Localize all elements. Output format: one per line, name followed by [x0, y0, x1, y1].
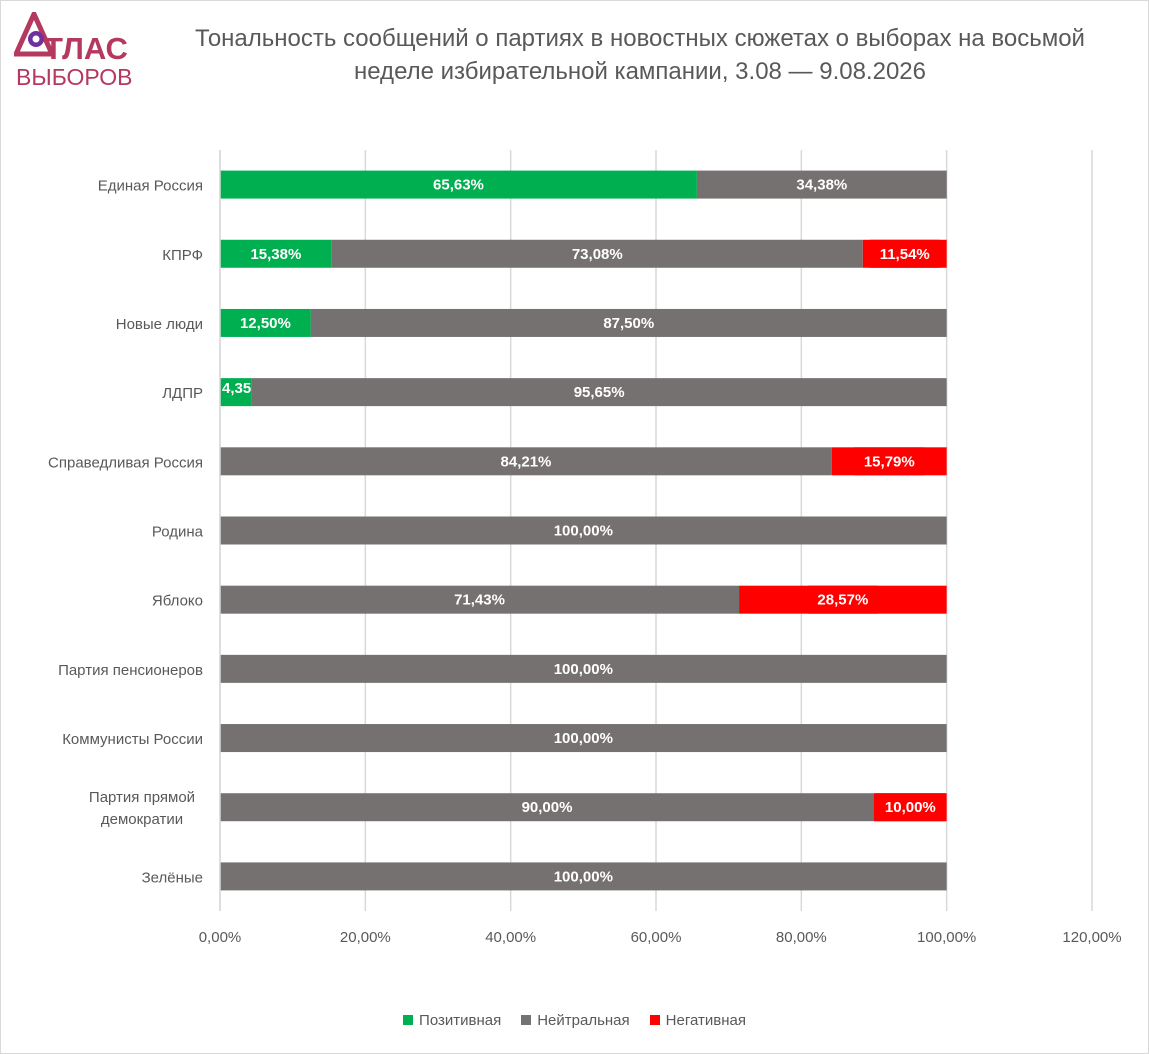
data-label: 34,38% — [796, 177, 847, 194]
data-label-box — [869, 239, 940, 268]
bar-segment — [220, 585, 740, 614]
x-tick-label: 20,00% — [340, 929, 391, 946]
legend-item: Позитивная — [403, 1012, 501, 1029]
x-tick-label: 40,00% — [485, 929, 536, 946]
category-label: Родина — [152, 524, 204, 541]
bar-segment — [220, 862, 947, 891]
bar-segment — [220, 308, 311, 337]
legend-swatch — [649, 1015, 660, 1025]
bar-segment — [331, 239, 863, 268]
data-label: 73,08% — [572, 246, 623, 263]
data-label: 84,21% — [501, 453, 552, 470]
legend-label: Негативная — [665, 1012, 746, 1029]
chart-title: Тональность сообщений о партиях в новост… — [195, 25, 1085, 85]
category-label: Единая Россия — [98, 178, 203, 195]
x-tick-label: 100,00% — [917, 929, 976, 946]
chart-legend: Позитивная Нейтральная Негативная — [0, 1012, 1149, 1029]
legend-swatch — [403, 1015, 414, 1025]
data-label: 100,00% — [554, 868, 613, 885]
data-label: 10,00% — [885, 799, 936, 816]
data-label-box — [807, 585, 878, 614]
atlas-logo: ТЛАС ВЫБОРОВ — [14, 12, 144, 92]
x-tick-label: 60,00% — [631, 929, 682, 946]
logo-line1: ТЛАС — [44, 31, 128, 66]
bar-segment — [220, 724, 947, 753]
data-label: 15,79% — [864, 453, 915, 470]
bar-segment — [310, 308, 947, 337]
legend-item: Негативная — [649, 1012, 746, 1029]
bar-segment — [220, 239, 332, 268]
category-label: демократии — [101, 811, 183, 828]
data-label: 100,00% — [554, 523, 613, 540]
data-label: 100,00% — [554, 661, 613, 678]
x-tick-label: 0,00% — [199, 929, 242, 946]
category-label: Яблоко — [152, 593, 203, 610]
category-label: КПРФ — [162, 247, 203, 264]
data-label: 15,38% — [250, 246, 301, 263]
bar-segment — [220, 447, 832, 476]
bar-segment — [220, 654, 947, 683]
bar-segment — [220, 516, 947, 545]
x-tick-label: 120,00% — [1062, 929, 1121, 946]
category-label: Новые люди — [116, 316, 203, 333]
data-label: 11,54% — [880, 246, 930, 263]
bar-chart: 0,00% 20,00% 40,00% 60,00% 80,00% 100,00% 120,… — [48, 150, 1122, 946]
data-label: 12,50% — [240, 315, 291, 332]
logo-line2: ВЫБОРОВ — [16, 64, 133, 90]
data-label: 90,00% — [522, 799, 573, 816]
data-label: 100,00% — [554, 730, 613, 747]
bar-segment — [220, 378, 252, 407]
bar-segment — [220, 170, 697, 199]
data-label: 87,50% — [603, 315, 654, 332]
data-label: 71,43% — [454, 592, 505, 609]
legend-label: Нейтральная — [537, 1012, 630, 1029]
data-label: 28,57% — [817, 592, 868, 609]
category-label: Партия прямой — [89, 789, 195, 806]
legend-swatch — [521, 1015, 532, 1025]
bar-segment — [251, 378, 947, 407]
data-label-box — [875, 793, 946, 822]
category-label: ЛДПР — [162, 385, 203, 402]
logo-triangle-icon — [14, 12, 54, 57]
category-label: Коммунисты России — [62, 731, 203, 748]
bar-segment — [220, 793, 874, 822]
x-tick-label: 80,00% — [776, 929, 827, 946]
category-label: Справедливая Россия — [48, 454, 203, 471]
data-label: 65,63% — [433, 177, 484, 194]
data-label-box — [854, 447, 925, 476]
legend-label: Позитивная — [419, 1012, 502, 1029]
category-label: Зелёные — [142, 869, 203, 886]
legend-item: Нейтральная — [521, 1012, 630, 1029]
bar-segment — [696, 170, 947, 199]
data-label: 95,65% — [574, 384, 625, 401]
category-label: Партия пенсионеров — [58, 662, 203, 679]
